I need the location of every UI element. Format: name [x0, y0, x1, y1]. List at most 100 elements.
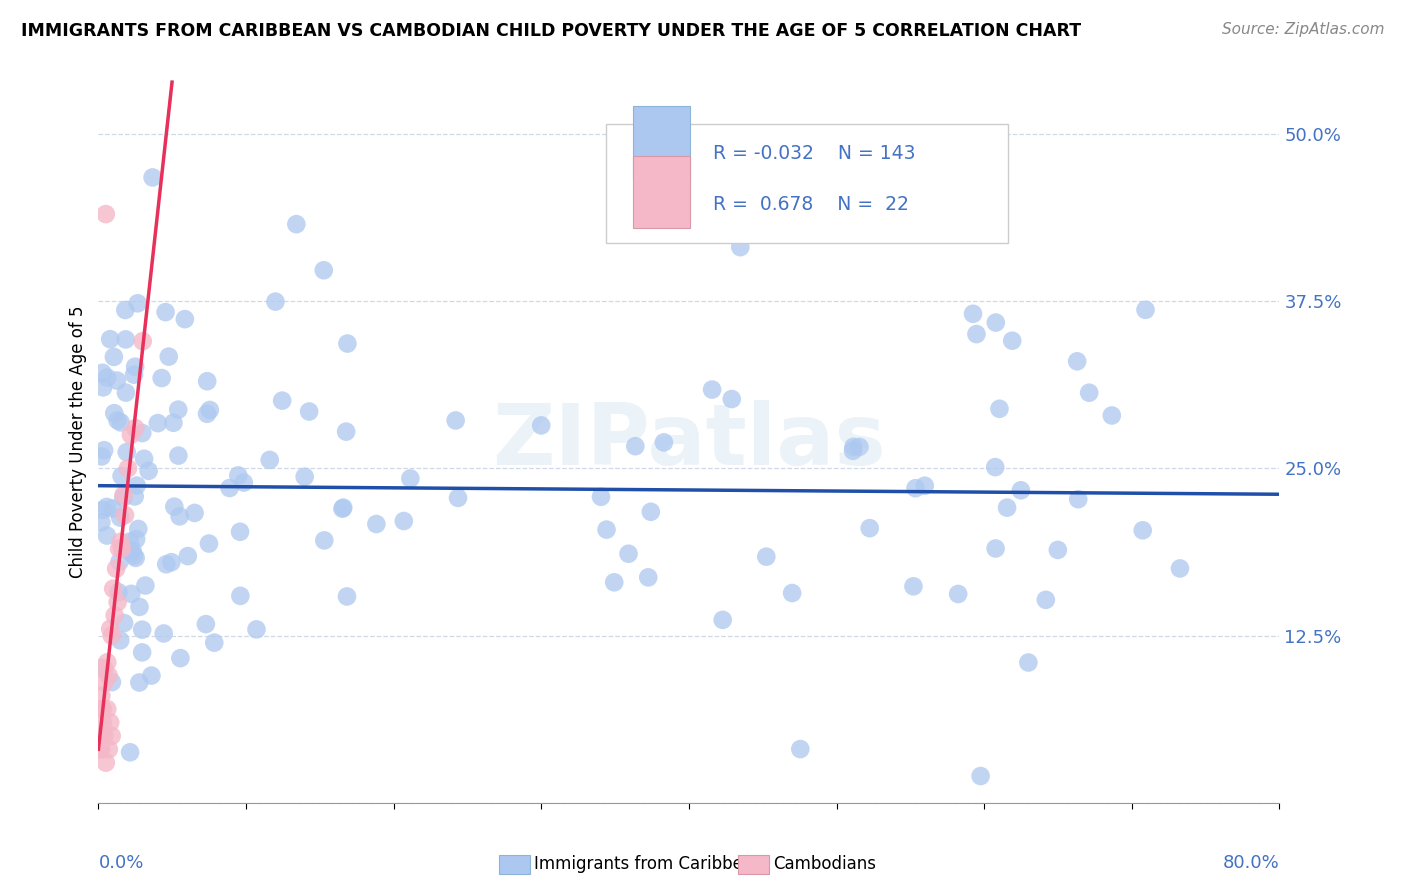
- Point: [146, 416, 169, 430]
- Point: [789, 742, 811, 756]
- Point: [91, 380, 114, 394]
- Text: Immigrants from Caribbean: Immigrants from Caribbean: [534, 855, 763, 873]
- Point: [132, 451, 155, 466]
- Point: [103, 406, 125, 420]
- Point: [110, 469, 132, 483]
- Point: [617, 547, 640, 561]
- Point: [965, 327, 987, 342]
- Point: [100, 729, 122, 743]
- Point: [1017, 656, 1039, 670]
- Point: [112, 488, 135, 502]
- Point: [103, 582, 125, 596]
- Point: [226, 468, 249, 483]
- Point: [96, 500, 118, 514]
- Y-axis label: Child Poverty Under the Age of 5: Child Poverty Under the Age of 5: [69, 305, 87, 578]
- Point: [132, 334, 155, 349]
- Point: [114, 303, 136, 318]
- Point: [90, 689, 112, 703]
- Point: [177, 549, 200, 563]
- Point: [995, 500, 1018, 515]
- Point: [229, 524, 252, 539]
- Point: [336, 590, 359, 604]
- Point: [122, 549, 145, 563]
- Point: [117, 461, 139, 475]
- Point: [842, 440, 865, 454]
- Point: [624, 439, 647, 453]
- Point: [120, 545, 142, 559]
- Point: [138, 464, 160, 478]
- Point: [89, 729, 111, 743]
- Point: [98, 622, 121, 636]
- Point: [121, 543, 143, 558]
- Point: [1135, 302, 1157, 317]
- Point: [89, 742, 111, 756]
- Point: [128, 599, 150, 614]
- Point: [640, 505, 662, 519]
- Point: [285, 217, 308, 231]
- Point: [988, 401, 1011, 416]
- Point: [93, 443, 115, 458]
- Point: [603, 575, 626, 590]
- Point: [984, 460, 1007, 475]
- Point: [127, 522, 149, 536]
- Point: [1168, 561, 1191, 575]
- Point: [1046, 542, 1069, 557]
- Point: [332, 500, 354, 515]
- Point: [711, 613, 734, 627]
- Point: [101, 675, 124, 690]
- Point: [90, 702, 112, 716]
- Point: [107, 585, 129, 599]
- Point: [93, 662, 115, 676]
- Point: [1132, 524, 1154, 538]
- Point: [160, 555, 183, 569]
- Point: [96, 370, 118, 384]
- Point: [271, 393, 294, 408]
- Point: [589, 490, 612, 504]
- Point: [652, 435, 675, 450]
- Point: [105, 374, 128, 388]
- Point: [842, 443, 865, 458]
- Point: [150, 371, 173, 385]
- Point: [904, 481, 927, 495]
- Point: [90, 742, 112, 756]
- Point: [335, 425, 357, 439]
- Point: [96, 655, 118, 669]
- Point: [183, 506, 205, 520]
- Point: [720, 392, 742, 406]
- Point: [105, 562, 128, 576]
- Point: [90, 450, 112, 464]
- Point: [848, 440, 870, 454]
- Point: [91, 366, 114, 380]
- Point: [122, 368, 145, 382]
- Point: [332, 501, 354, 516]
- Point: [155, 305, 177, 319]
- Text: 80.0%: 80.0%: [1223, 854, 1279, 871]
- Point: [755, 549, 778, 564]
- Point: [96, 702, 118, 716]
- Point: [115, 385, 138, 400]
- Point: [336, 336, 359, 351]
- Point: [969, 769, 991, 783]
- Text: 0.0%: 0.0%: [98, 854, 143, 871]
- Point: [169, 509, 191, 524]
- Point: [134, 578, 156, 592]
- Point: [111, 541, 134, 556]
- Point: [1001, 334, 1024, 348]
- Point: [120, 587, 142, 601]
- Point: [108, 555, 131, 569]
- Point: [107, 595, 129, 609]
- Point: [167, 449, 190, 463]
- Point: [163, 500, 186, 514]
- Point: [94, 207, 117, 221]
- Point: [101, 501, 124, 516]
- Point: [169, 651, 191, 665]
- Text: R =  0.678    N =  22: R = 0.678 N = 22: [713, 195, 908, 214]
- Text: R = -0.032    N = 143: R = -0.032 N = 143: [713, 145, 915, 163]
- Point: [162, 416, 184, 430]
- Point: [124, 550, 146, 565]
- Point: [984, 316, 1007, 330]
- Point: [195, 407, 218, 421]
- Point: [780, 586, 803, 600]
- Point: [962, 307, 984, 321]
- Point: [91, 702, 114, 716]
